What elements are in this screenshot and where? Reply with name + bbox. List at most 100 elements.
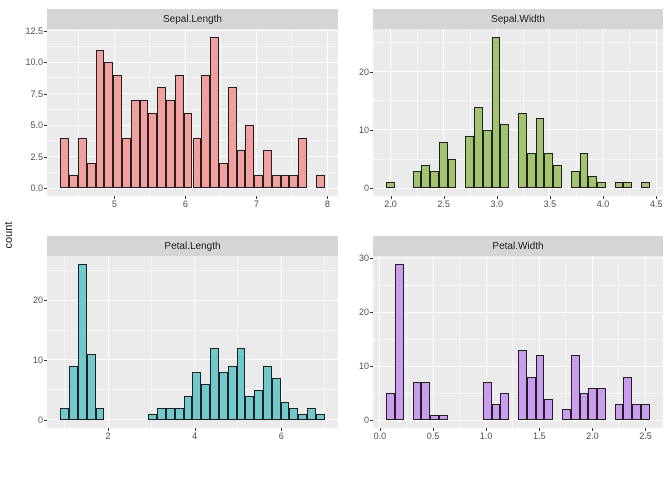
histogram-bar bbox=[307, 407, 316, 420]
facet-strip: Sepal.Length bbox=[47, 9, 338, 29]
histogram-bar bbox=[632, 404, 642, 421]
y-tick-mark bbox=[370, 71, 373, 73]
histogram-bar bbox=[386, 393, 395, 421]
histogram-bar bbox=[553, 164, 562, 189]
gridline-minor-v bbox=[565, 256, 567, 428]
x-tick-mark bbox=[592, 428, 594, 431]
histogram-bar bbox=[148, 112, 158, 189]
histogram-bar bbox=[641, 182, 650, 189]
y-tick-mark bbox=[370, 258, 373, 260]
x-tick-label: 0.0 bbox=[373, 431, 387, 441]
histogram-bar bbox=[218, 371, 228, 420]
gridline-minor-h bbox=[47, 108, 338, 110]
gridline-major-h bbox=[47, 187, 338, 189]
y-tick-mark bbox=[44, 300, 47, 302]
histogram-bar bbox=[412, 382, 422, 421]
gridline-minor-v bbox=[405, 256, 407, 428]
x-tick-label: 2.0 bbox=[384, 199, 397, 209]
histogram-bar bbox=[579, 153, 589, 189]
x-tick-mark bbox=[114, 196, 116, 199]
gridline-minor-v bbox=[512, 256, 514, 428]
y-tick-mark bbox=[44, 419, 47, 421]
gridline-major-v bbox=[538, 256, 540, 428]
histogram-bar bbox=[623, 182, 633, 189]
gridline-major-v bbox=[443, 29, 445, 196]
x-tick-label: 3.5 bbox=[543, 199, 557, 209]
gridline-major-h bbox=[373, 419, 663, 421]
x-axis-labels: 5 6 7 8 bbox=[47, 196, 338, 214]
histogram-bar bbox=[526, 153, 536, 189]
y-tick-mark bbox=[44, 125, 47, 127]
histogram-bar bbox=[227, 87, 237, 189]
x-axis-labels: 2.0 2.5 3.0 3.5 4.0 4.5 bbox=[373, 196, 663, 214]
histogram-bar bbox=[130, 99, 140, 189]
histogram-bar bbox=[95, 49, 105, 189]
gridline-major-h bbox=[47, 124, 338, 126]
histogram-bar bbox=[227, 365, 237, 420]
histogram-bar bbox=[588, 387, 598, 421]
histogram-bar bbox=[298, 137, 308, 189]
histogram-bar bbox=[289, 175, 299, 189]
x-tick-label: 4.0 bbox=[596, 199, 610, 209]
histogram-bar bbox=[122, 137, 131, 189]
histogram-bar bbox=[597, 182, 606, 189]
x-tick-mark bbox=[602, 196, 604, 199]
histogram-bar bbox=[614, 404, 624, 421]
gridline-minor-h bbox=[47, 77, 338, 79]
facet-title: Sepal.Length bbox=[163, 13, 222, 25]
histogram-bar bbox=[491, 404, 501, 421]
gridline-minor-v bbox=[469, 29, 471, 196]
gridline-major-h bbox=[373, 257, 663, 259]
histogram-bar bbox=[254, 389, 263, 420]
x-tick-label: 7 bbox=[253, 199, 259, 209]
y-tick-label: 0 bbox=[363, 183, 369, 194]
histogram-bar bbox=[412, 170, 422, 189]
x-tick-label: 2 bbox=[105, 431, 111, 441]
y-tick-label: 0.0 bbox=[30, 183, 43, 194]
y-tick-mark bbox=[44, 62, 47, 64]
y-tick-label: 10 bbox=[358, 124, 369, 135]
y-tick-label: 10.0 bbox=[25, 57, 43, 68]
plot-panel bbox=[44, 29, 338, 199]
facet-strip: Sepal.Width bbox=[373, 9, 663, 29]
histogram-bar bbox=[157, 87, 167, 189]
histogram-bar bbox=[166, 99, 175, 189]
gridline-major-v bbox=[390, 29, 392, 196]
x-tick-mark bbox=[379, 428, 381, 431]
facet-strip: Petal.Length bbox=[47, 236, 338, 256]
gridline-major-h bbox=[373, 71, 663, 73]
histogram-bar bbox=[166, 407, 175, 420]
y-tick-mark bbox=[44, 30, 47, 32]
x-tick-label: 0.5 bbox=[426, 431, 440, 441]
histogram-bar bbox=[174, 74, 184, 189]
histogram-bar bbox=[641, 404, 650, 421]
x-tick-label: 2.5 bbox=[639, 431, 652, 441]
gridline-minor-h bbox=[373, 338, 663, 340]
histogram-bar bbox=[174, 407, 184, 420]
x-tick-mark bbox=[433, 428, 435, 431]
gridline-major-v bbox=[432, 256, 434, 428]
y-tick-mark bbox=[44, 156, 47, 158]
histogram-bar bbox=[474, 106, 483, 189]
plot-panel bbox=[44, 256, 338, 431]
histogram-bar bbox=[69, 175, 78, 189]
histogram-bar bbox=[588, 176, 598, 189]
y-tick-mark bbox=[44, 188, 47, 190]
histogram-bar bbox=[262, 150, 272, 189]
y-tick-label: 30 bbox=[358, 253, 369, 264]
histogram-bar bbox=[271, 175, 281, 189]
histogram-bar bbox=[438, 414, 448, 421]
gridline-major-h bbox=[373, 187, 663, 189]
y-tick-mark bbox=[370, 129, 373, 131]
y-tick-label: 12.5 bbox=[25, 25, 43, 36]
histogram-bar bbox=[60, 407, 70, 420]
histogram-bar bbox=[245, 125, 255, 189]
x-tick-mark bbox=[327, 196, 329, 199]
histogram-bar bbox=[491, 36, 501, 189]
x-tick-label: 6 bbox=[278, 431, 284, 441]
facet-title: Petal.Width bbox=[492, 240, 544, 252]
y-tick-label: 5.0 bbox=[30, 120, 43, 131]
histogram-bar bbox=[465, 135, 475, 189]
x-tick-mark bbox=[108, 428, 110, 431]
histogram-bar bbox=[482, 129, 492, 189]
